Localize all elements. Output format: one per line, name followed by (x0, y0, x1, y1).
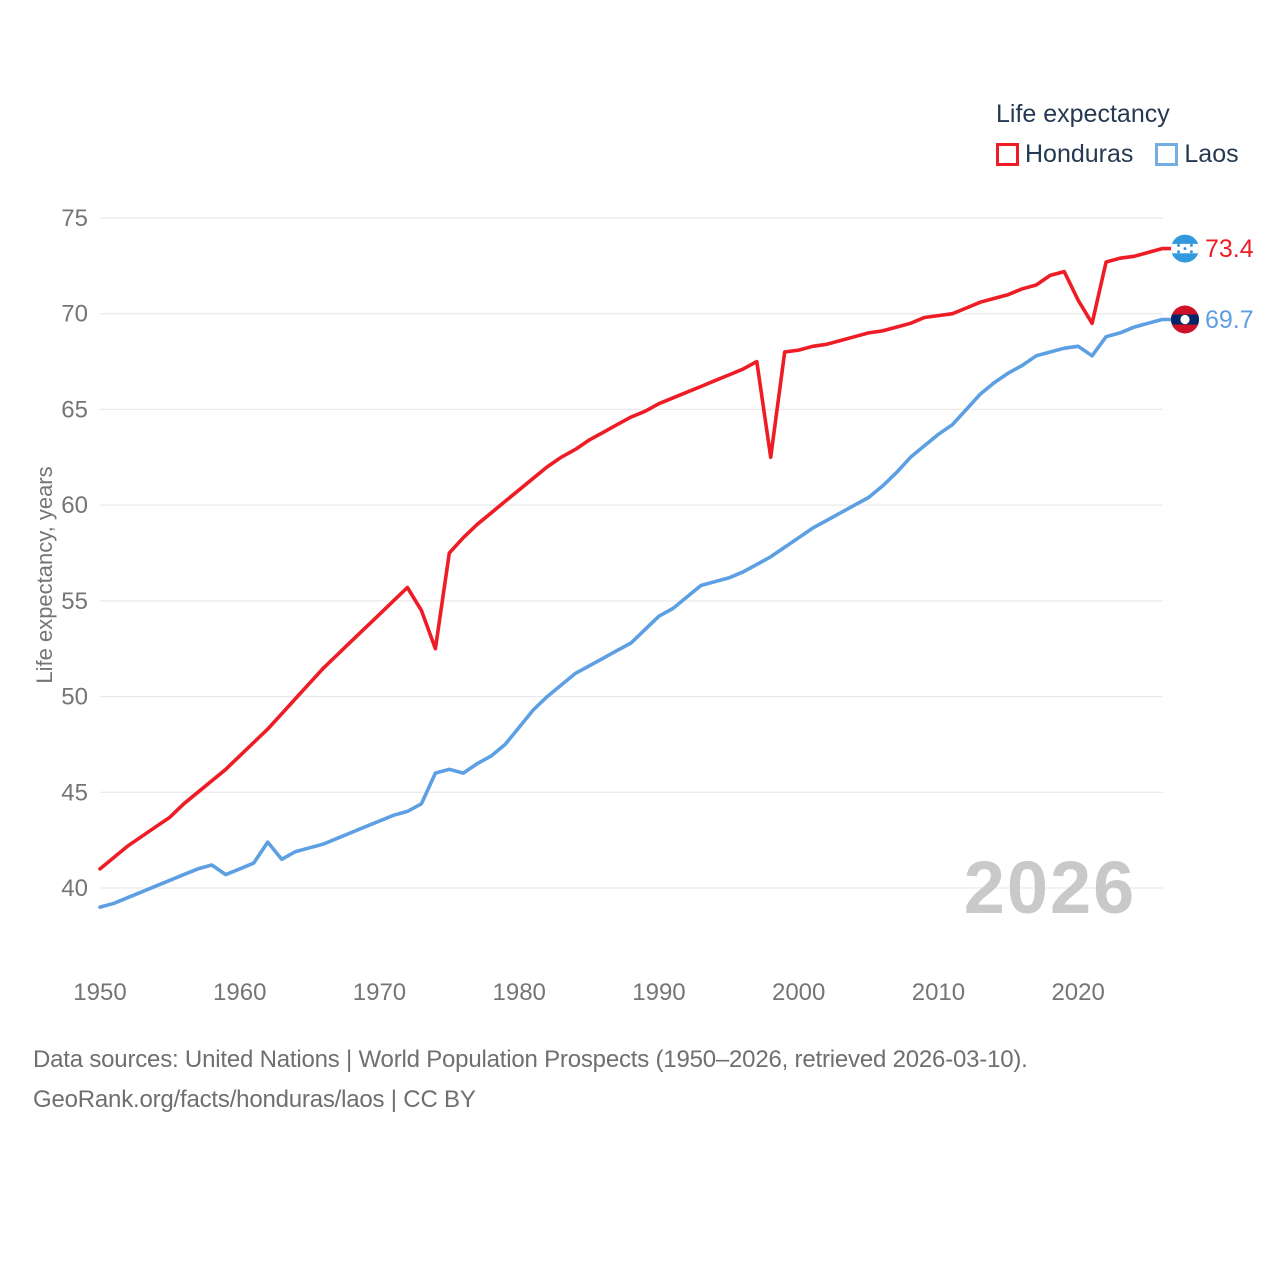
laos-end-value: 69.7 (1205, 306, 1254, 334)
legend-row: Honduras Laos (996, 140, 1239, 169)
y-tick-label: 50 (61, 684, 88, 711)
y-tick-label: 65 (61, 396, 88, 423)
honduras-line (98, 246, 1173, 871)
y-tick-label: 70 (61, 301, 88, 328)
x-tick-label: 2020 (1051, 979, 1104, 1006)
legend-item-honduras[interactable]: Honduras (996, 140, 1133, 169)
x-tick-label: 1950 (73, 979, 126, 1006)
legend-item-laos[interactable]: Laos (1155, 140, 1239, 169)
y-tick-label: 55 (61, 588, 88, 615)
x-tick-label: 1960 (213, 979, 266, 1006)
laos-flag-icon (1171, 305, 1199, 334)
honduras-end-value: 73.4 (1205, 235, 1254, 263)
laos-swatch-icon (1155, 143, 1179, 166)
y-axis-title: Life expectancy, years (32, 466, 57, 683)
x-tick-label: 1970 (353, 979, 406, 1006)
x-tick-label: 1990 (632, 979, 685, 1006)
gridlines-and-ticks: 40 45 50 55 60 65 70 75 1950 1960 1970 1980 1990 2000… (61, 205, 1163, 1006)
y-tick-label: 40 (61, 875, 88, 902)
y-tick-label: 45 (61, 779, 88, 806)
legend-title: Life expectancy (996, 100, 1170, 128)
data-series (98, 246, 1173, 909)
x-tick-label: 2000 (772, 979, 825, 1006)
footer-link-line: GeoRank.org/facts/honduras/laos | CC BY (33, 1086, 476, 1113)
x-tick-label: 1980 (493, 979, 546, 1006)
footer-source-line: Data sources: United Nations | World Pop… (33, 1046, 1028, 1073)
watermark-year: 2026 (964, 846, 1137, 929)
footer: Data sources: United Nations | World Pop… (33, 1040, 1028, 1120)
legend-item-label: Laos (1184, 140, 1239, 168)
honduras-flag-icon (1171, 234, 1199, 263)
honduras-swatch-icon (996, 143, 1019, 166)
legend-item-label: Honduras (1025, 140, 1134, 168)
y-tick-label: 60 (61, 492, 88, 519)
y-tick-label: 75 (61, 205, 88, 232)
laos-line (98, 317, 1173, 909)
x-tick-label: 2010 (912, 979, 965, 1006)
legend: Life expectancy Honduras Laos (996, 100, 1239, 169)
